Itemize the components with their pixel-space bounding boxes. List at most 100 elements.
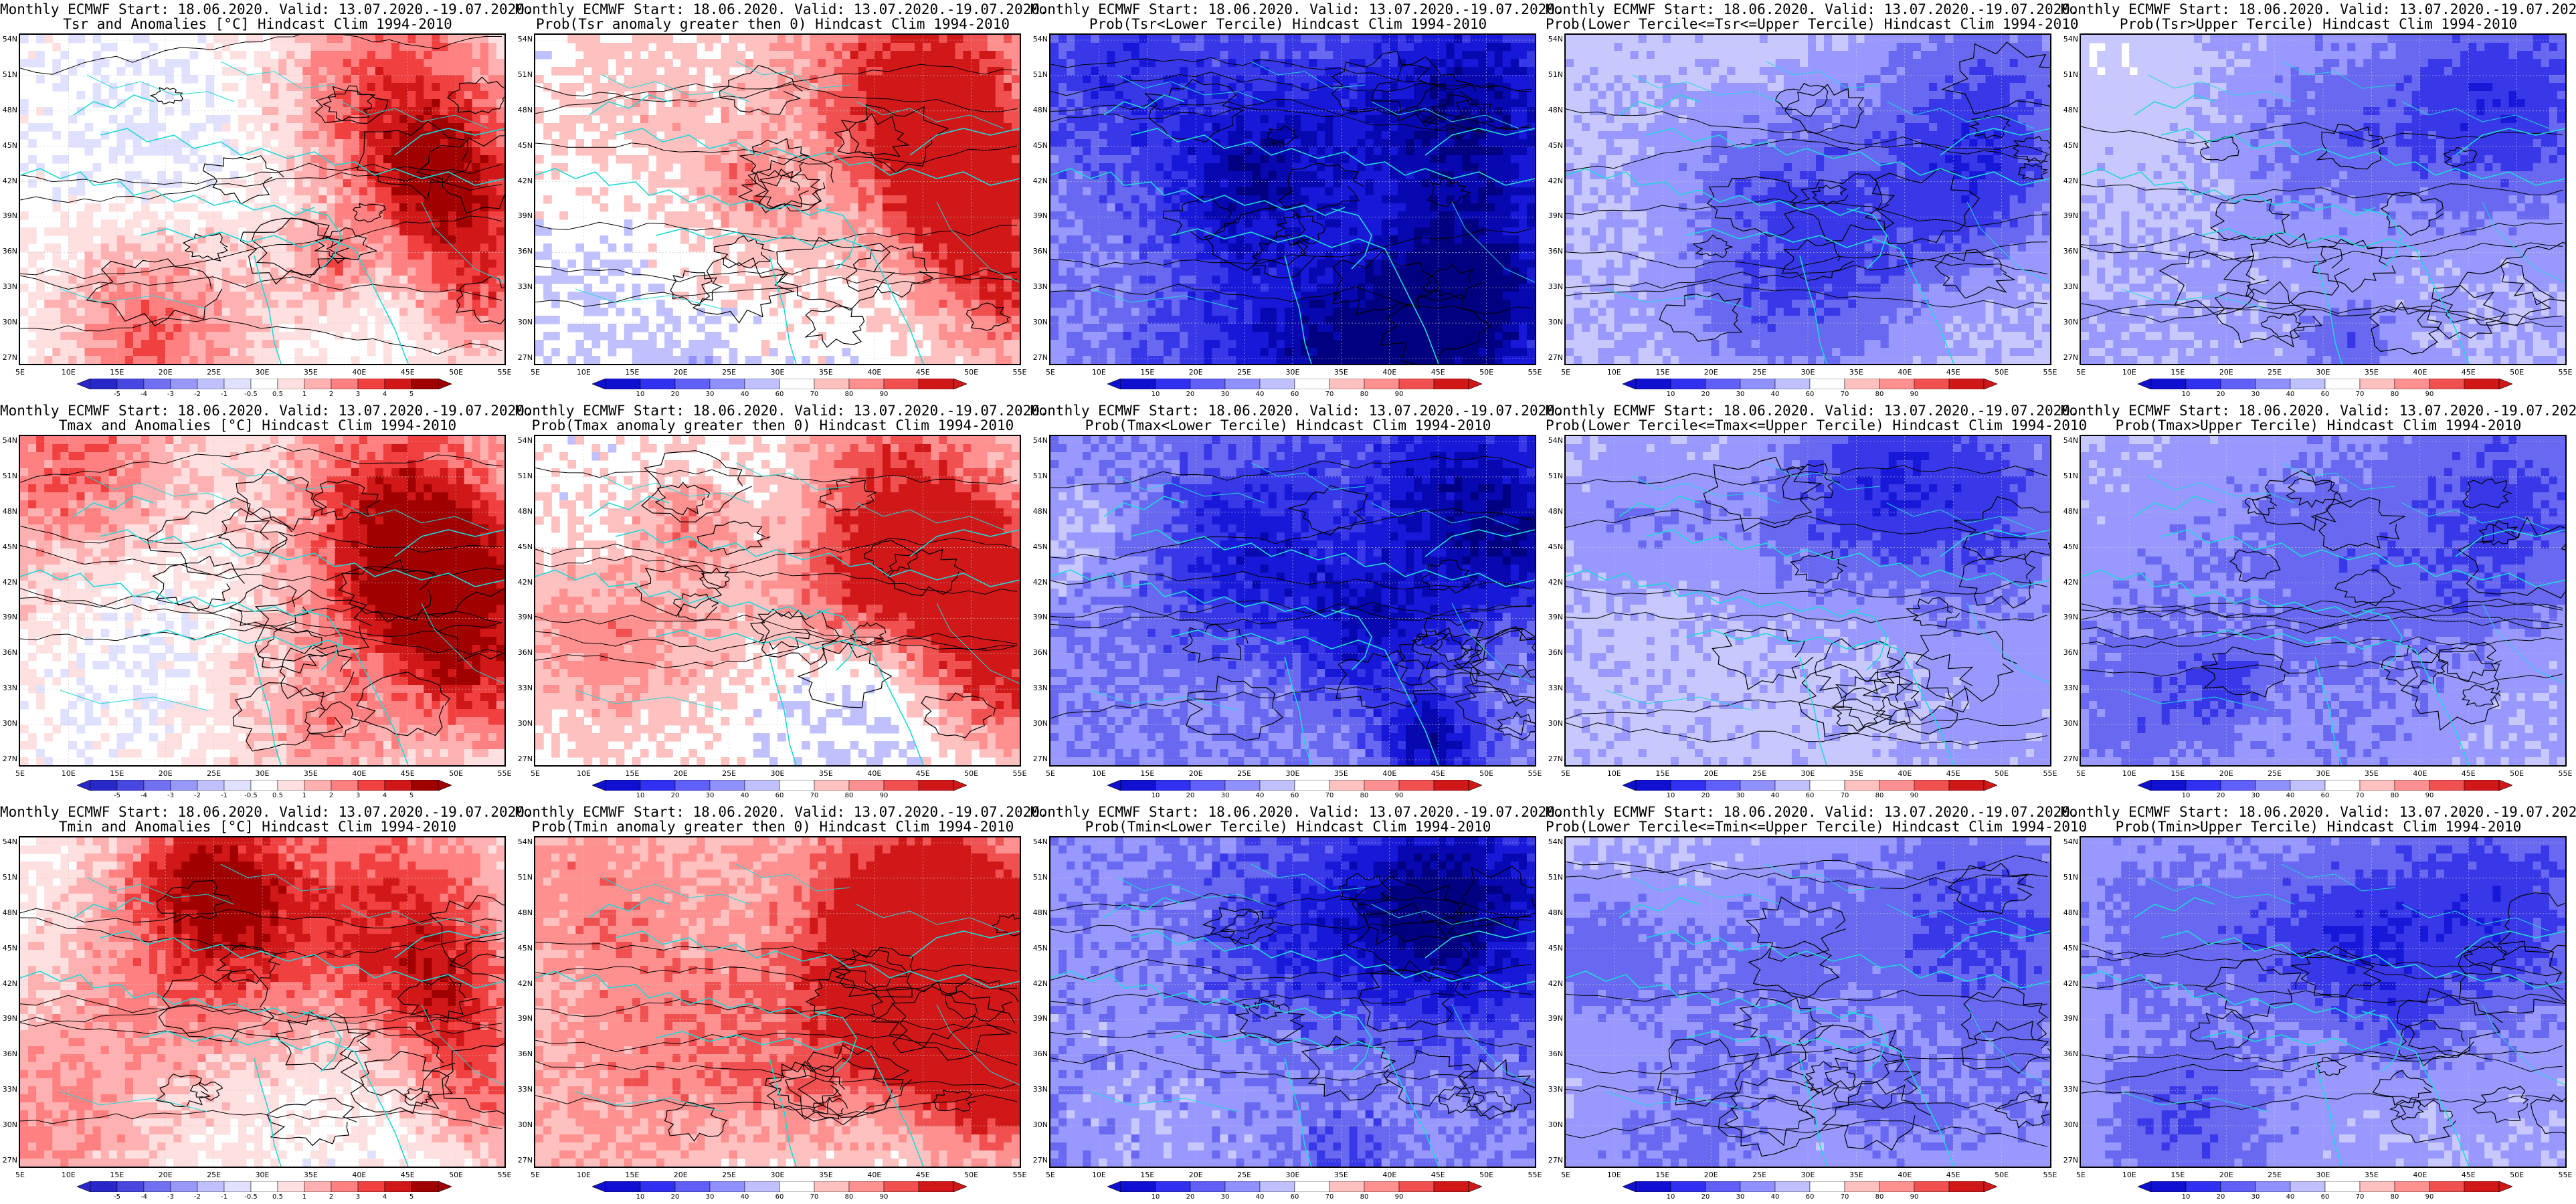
colorbar-tick-label: 10 <box>1152 1193 1160 1201</box>
shaded-field <box>1050 837 1535 1167</box>
longitude-label: 55E <box>2559 769 2573 778</box>
colorbar <box>76 779 452 791</box>
latitude-label: 45N <box>1030 542 1048 551</box>
longitude-label: 40E <box>352 769 366 778</box>
panel-title-line1: Monthly ECMWF Start: 18.06.2020. Valid: … <box>1546 804 2079 820</box>
colorbar <box>1622 779 1998 791</box>
colorbar-tick-label: 90 <box>880 391 889 398</box>
longitude-label: 15E <box>2171 1171 2185 1179</box>
longitude-label: 40E <box>867 1171 881 1179</box>
longitude-label: 40E <box>2413 368 2427 377</box>
longitude-label: 30E <box>1801 368 1815 377</box>
colorbar-tick-label: 90 <box>1395 792 1404 799</box>
map-canvas <box>1050 837 1535 1167</box>
latitude-label: 30N <box>2061 719 2078 728</box>
longitude-label: 30E <box>256 769 270 778</box>
colorbar-tick-label: -3 <box>167 792 174 799</box>
colorbar-tick-label: -5 <box>114 1193 120 1201</box>
panel-title-line1: Monthly ECMWF Start: 18.06.2020. Valid: … <box>1546 403 2079 419</box>
longitude-label: 55E <box>498 1171 512 1179</box>
latitude-label: 36N <box>1546 247 1563 256</box>
latitude-label: 51N <box>515 873 533 882</box>
longitude-label: 10E <box>577 368 591 377</box>
longitude-label: 10E <box>62 769 76 778</box>
colorbar-tick-label: 20 <box>1701 1193 1710 1201</box>
latitude-label: 33N <box>1546 282 1563 291</box>
latitude-label: 45N <box>2061 542 2078 551</box>
colorbar-tick-label: 10 <box>2182 1193 2191 1201</box>
longitude-label: 20E <box>1189 1171 1203 1179</box>
latitude-label: 42N <box>1546 177 1563 185</box>
latitude-label: 30N <box>515 1120 533 1129</box>
colorbar-tick-label: 80 <box>1360 1193 1369 1201</box>
colorbar-tick-label: 40 <box>2286 792 2295 799</box>
colorbar-tick-label: -5 <box>114 792 120 799</box>
latitude-label: 54N <box>1030 436 1048 445</box>
colorbar-tick-label: 30 <box>1736 1193 1745 1201</box>
longitude-label: 10E <box>1607 368 1621 377</box>
colorbar-tick-label: 1 <box>302 391 306 398</box>
latitude-label: 42N <box>515 177 533 185</box>
panel-title-line1: Monthly ECMWF Start: 18.06.2020. Valid: … <box>515 403 1048 419</box>
latitude-label: 45N <box>1546 542 1563 551</box>
longitude-label: 15E <box>1655 1171 1669 1179</box>
longitude-label: 10E <box>62 368 76 377</box>
panel-title-line2: Tsr and Anomalies [°C] Hindcast Clim 199… <box>0 16 515 32</box>
panel-title-line2: Prob(Lower Tercile<=Tmin<=Upper Tercile)… <box>1546 819 2087 835</box>
longitude-label: 25E <box>1752 368 1766 377</box>
map-canvas <box>535 436 1020 765</box>
shaded-field <box>1050 436 1535 765</box>
panel-title-line1: Monthly ECMWF Start: 18.06.2020. Valid: … <box>0 804 533 820</box>
colorbar-tick-label: 70 <box>810 391 819 398</box>
map-canvas <box>1566 837 2050 1167</box>
latitude-label: 54N <box>515 436 533 445</box>
latitude-label: 36N <box>0 1049 17 1058</box>
longitude-label: 35E <box>304 769 318 778</box>
colorbar <box>1107 378 1483 390</box>
colorbar-tick-label: 90 <box>880 792 889 799</box>
longitude-label: 55E <box>1528 1171 1542 1179</box>
latitude-label: 42N <box>2061 979 2078 988</box>
latitude-label: 48N <box>1030 507 1048 516</box>
forecast-map <box>19 435 506 767</box>
shaded-field <box>535 35 1020 364</box>
colorbar-tick-label: 20 <box>671 792 680 799</box>
latitude-label: 48N <box>1546 507 1563 516</box>
shaded-field <box>535 837 1020 1167</box>
colorbar-tick-label: 20 <box>671 391 680 398</box>
forecast-map <box>2080 435 2567 767</box>
longitude-label: 15E <box>1655 368 1669 377</box>
colorbar-tick-label: 40 <box>741 391 749 398</box>
forecast-map <box>2080 33 2567 365</box>
colorbar-tick-label: 5 <box>409 1193 413 1201</box>
panel-title-line1: Monthly ECMWF Start: 18.06.2020. Valid: … <box>1030 403 1564 419</box>
longitude-label: 20E <box>1189 769 1203 778</box>
latitude-label: 54N <box>515 35 533 43</box>
latitude-label: 54N <box>1546 35 1563 43</box>
colorbar-tick-label: 3 <box>356 391 360 398</box>
latitude-label: 39N <box>1546 613 1563 621</box>
longitude-label: 45E <box>1946 1171 1960 1179</box>
shaded-field <box>20 837 504 1167</box>
climatology-contours <box>535 64 1018 348</box>
latitude-label: 45N <box>0 542 17 551</box>
map-canvas <box>2081 837 2565 1167</box>
shaded-field <box>1566 35 2050 364</box>
colorbar-tick-label: 10 <box>636 792 645 799</box>
latitude-label: 36N <box>2061 247 2078 256</box>
latitude-label: 33N <box>2061 282 2078 291</box>
colorbar-tick-label: 30 <box>2251 1193 2260 1201</box>
colorbar-tick-label: 2 <box>329 1193 333 1201</box>
longitude-label: 20E <box>159 368 173 377</box>
colorbar-tick-label: 40 <box>2286 1193 2295 1201</box>
longitude-label: 40E <box>2413 769 2427 778</box>
longitude-label: 20E <box>1704 368 1718 377</box>
latitude-label: 48N <box>515 908 533 917</box>
longitude-label: 25E <box>722 769 736 778</box>
longitude-label: 55E <box>1528 368 1542 377</box>
colorbar-tick-label: 20 <box>671 1193 680 1201</box>
longitude-label: 35E <box>304 1171 318 1179</box>
panel-title-line2: Prob(Tsr<Lower Tercile) Hindcast Clim 19… <box>1030 16 1546 32</box>
longitude-label: 50E <box>1479 1171 1493 1179</box>
latitude-label: 36N <box>515 648 533 657</box>
